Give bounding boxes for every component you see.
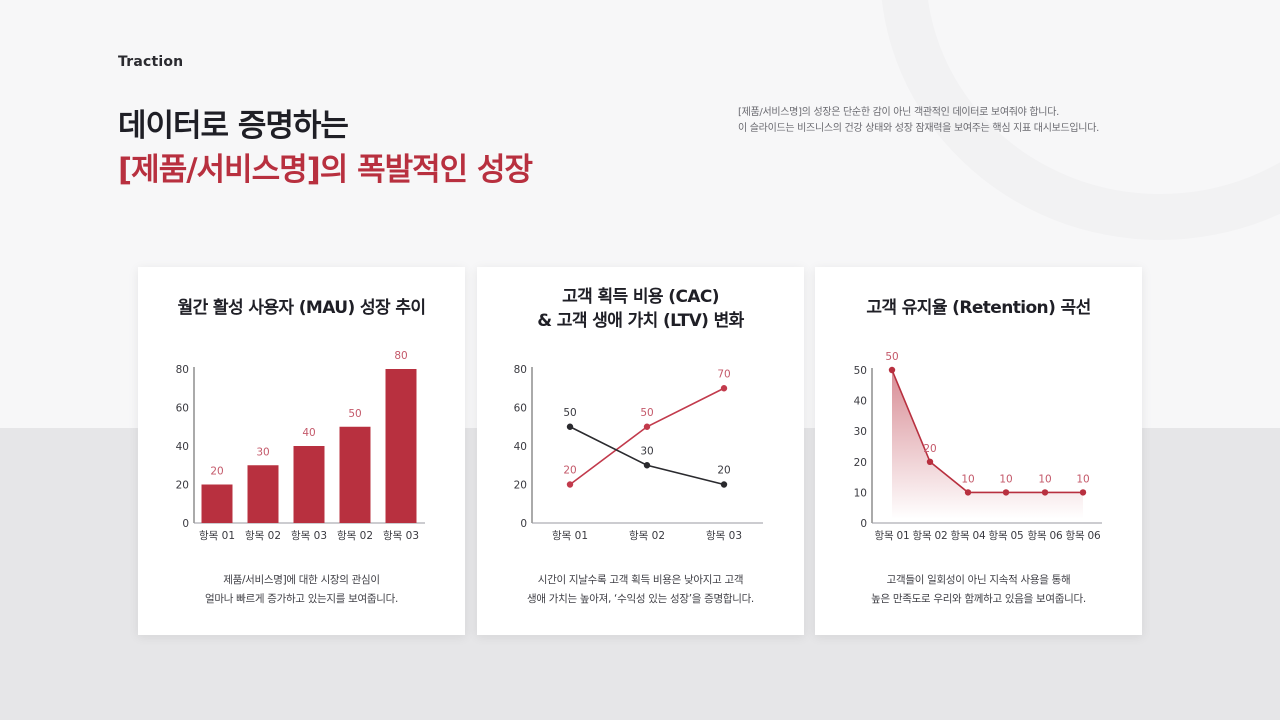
bar — [201, 484, 233, 523]
bar-value-label: 20 — [210, 466, 223, 478]
cac-ltv-card: 고객 획득 비용 (CAC) & 고객 생애 가치 (LTV) 변화 0 20 40… — [477, 267, 804, 635]
retention-card-title: 고객 유지율 (Retention) 곡선 — [866, 298, 1091, 318]
cac-ltv-card-title: 고객 획득 비용 (CAC) & 고객 생애 가치 (LTV) 변화 — [477, 285, 804, 333]
x-tick-label: 항목 01 — [874, 530, 909, 542]
y-tick-label: 60 — [514, 403, 527, 415]
series-value-label: 20 — [717, 465, 730, 477]
retention-value-label: 10 — [1076, 473, 1089, 485]
y-tick-label: 60 — [176, 403, 189, 415]
cac-ltv-line-chart: 0 20 40 60 80 항목 01 항목 02 항목 03 20 50 70 50 30 20 — [514, 364, 763, 542]
series-point — [566, 423, 574, 430]
y-tick-label: 40 — [854, 396, 867, 408]
retention-point — [964, 489, 972, 496]
cac-ltv-title-line1: 고객 획득 비용 (CAC) — [562, 287, 719, 307]
x-tick-label: 항목 04 — [950, 530, 986, 542]
page-title-line2: [제품/서비스명]의 폭발적인 성장 — [118, 152, 533, 188]
retention-desc-line1: 고객들이 일회성이 아닌 지속적 사용을 통해 — [886, 574, 1071, 586]
intro-line1: [제품/서비스명]의 성장은 단순한 감이 아닌 객관적인 데이터로 보여줘야 … — [738, 107, 1059, 118]
y-tick-label: 80 — [176, 364, 189, 376]
y-tick-label: 10 — [854, 487, 867, 499]
x-tick-label: 항목 02 — [912, 530, 947, 542]
bar-value-label: 40 — [302, 427, 315, 439]
bar-value-label: 30 — [256, 446, 269, 458]
retention-value-label: 50 — [885, 351, 898, 363]
cac-ltv-desc-line2: 생애 가치는 높아져, ‘수익성 있는 성장’을 증명합니다. — [527, 593, 754, 605]
x-tick-label: 항목 05 — [988, 530, 1023, 542]
series-point — [643, 462, 651, 469]
mau-card-description: 제품/서비스명]에 대한 시장의 관심이 얼마나 빠르게 증가하고 있는지를 보… — [138, 571, 465, 609]
y-tick-label: 20 — [854, 457, 867, 469]
page-title: 데이터로 증명하는 [제품/서비스명]의 폭발적인 성장 — [118, 104, 533, 192]
retention-value-label: 10 — [999, 473, 1012, 485]
mau-bar-chart: 0 20 40 60 80 20 항목 01 30 항목 02 40 항목 03 50 항목 02 80 항… — [176, 350, 425, 542]
retention-value-label: 10 — [1038, 473, 1051, 485]
series-line-ltv — [569, 387, 725, 486]
retention-point — [926, 458, 934, 465]
retention-line — [891, 369, 1083, 494]
retention-value-label: 20 — [923, 443, 936, 455]
x-tick-label: 항목 02 — [245, 530, 281, 542]
series-value-label: 20 — [563, 465, 576, 477]
retention-card: 고객 유지율 (Retention) 곡선 0 10 20 30 40 50 50 20 10 1… — [815, 267, 1142, 635]
y-tick-label: 40 — [176, 441, 189, 453]
x-tick-label: 항목 03 — [291, 530, 327, 542]
series-point — [720, 481, 728, 488]
x-tick-label: 항목 06 — [1065, 530, 1101, 542]
y-tick-label: 30 — [854, 426, 867, 438]
y-tick-label: 0 — [182, 518, 189, 530]
y-tick-label: 20 — [514, 480, 527, 492]
cac-ltv-title-line2: & 고객 생애 가치 (LTV) 변화 — [537, 311, 744, 331]
y-tick-label: 0 — [520, 518, 527, 530]
series-point — [720, 385, 728, 392]
retention-card-description: 고객들이 일회성이 아닌 지속적 사용을 통해 높은 만족도로 우리와 함께하고… — [815, 571, 1142, 609]
section-eyebrow: Traction — [118, 54, 184, 70]
series-value-label: 50 — [563, 407, 576, 419]
intro-line2: 이 슬라이드는 비즈니스의 건강 상태와 성장 잠재력을 보여주는 핵심 지표 … — [738, 123, 1099, 134]
x-tick-label: 항목 01 — [552, 530, 588, 542]
cac-ltv-desc-line1: 시간이 지날수록 고객 획득 비용은 낮아지고 고객 — [537, 574, 744, 586]
x-tick-label: 항목 03 — [706, 530, 742, 542]
y-tick-label: 0 — [860, 518, 867, 530]
bar — [385, 369, 417, 523]
x-tick-label: 항목 06 — [1027, 530, 1063, 542]
bar-value-label: 80 — [394, 350, 407, 362]
y-tick-label: 20 — [176, 480, 189, 492]
retention-point — [888, 366, 896, 374]
mau-card-title: 월간 활성 사용자 (MAU) 성장 추이 — [177, 298, 427, 318]
retention-point — [1079, 489, 1087, 496]
series-value-label: 70 — [717, 368, 730, 380]
mau-desc-line2: 얼마나 빠르게 증가하고 있는지를 보여줍니다. — [204, 593, 399, 605]
retention-point — [1041, 489, 1049, 496]
x-tick-label: 항목 03 — [383, 530, 419, 542]
retention-desc-line2: 높은 만족도로 우리와 함께하고 있음을 보여줍니다. — [871, 593, 1086, 605]
series-point — [643, 423, 651, 430]
x-tick-label: 항목 01 — [199, 530, 235, 542]
y-tick-label: 80 — [514, 364, 527, 376]
page-title-line1: 데이터로 증명하는 — [118, 108, 349, 144]
mau-card: 월간 활성 사용자 (MAU) 성장 추이 0 20 40 60 80 20 항목 01 30… — [138, 267, 465, 635]
retention-area-fill — [892, 370, 1083, 519]
bar-value-label: 50 — [348, 408, 361, 420]
retention-value-label: 10 — [961, 473, 974, 485]
retention-point — [1002, 489, 1010, 496]
bar — [339, 426, 371, 523]
y-tick-label: 50 — [854, 365, 867, 377]
series-value-label: 50 — [640, 407, 653, 419]
bar — [293, 446, 325, 523]
cac-ltv-card-description: 시간이 지날수록 고객 획득 비용은 낮아지고 고객 생애 가치는 높아져, ‘… — [477, 571, 804, 609]
y-tick-label: 40 — [514, 441, 527, 453]
series-value-label: 30 — [640, 445, 653, 457]
bar — [247, 465, 279, 523]
mau-desc-line1: 제품/서비스명]에 대한 시장의 관심이 — [223, 574, 380, 586]
x-tick-label: 항목 02 — [629, 530, 665, 542]
series-point — [566, 481, 574, 488]
intro-text: [제품/서비스명]의 성장은 단순한 감이 아닌 객관적인 데이터로 보여줘야 … — [738, 105, 1099, 137]
x-tick-label: 항목 02 — [337, 530, 373, 542]
